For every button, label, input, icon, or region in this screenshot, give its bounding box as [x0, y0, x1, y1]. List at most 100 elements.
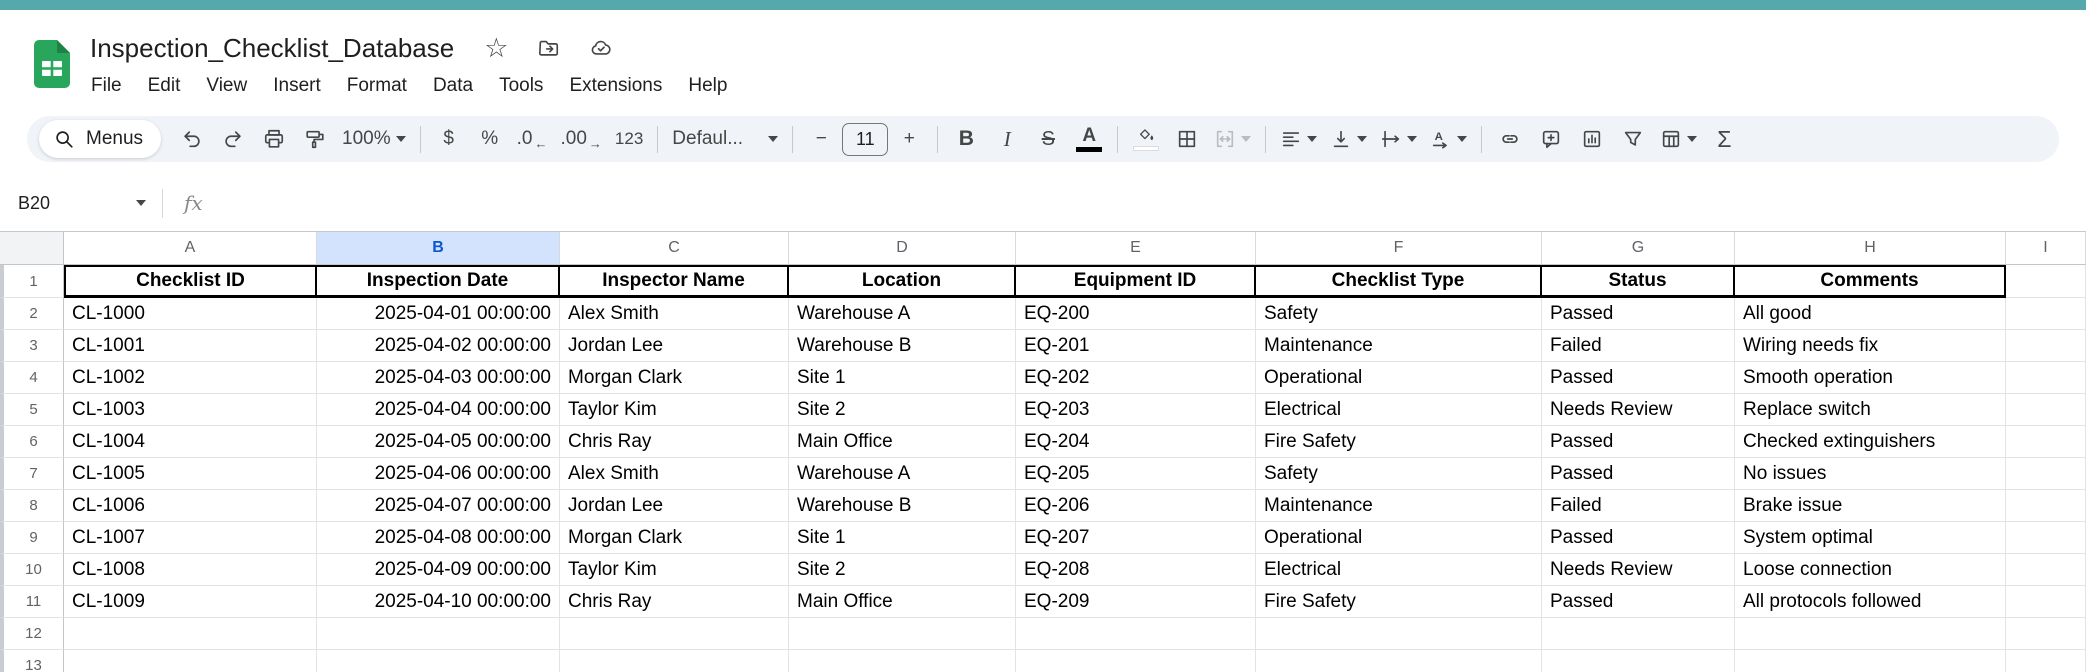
italic-button[interactable]: I — [987, 121, 1027, 157]
decrease-font-size-button[interactable]: − — [801, 121, 841, 157]
row-header-13[interactable]: 13 — [0, 650, 64, 672]
cell-D8[interactable]: Warehouse B — [789, 490, 1016, 522]
column-header-B[interactable]: B — [317, 232, 560, 265]
cell-I7[interactable] — [2006, 458, 2086, 490]
cell-D12[interactable] — [789, 618, 1016, 650]
redo-button[interactable] — [213, 121, 253, 157]
undo-button[interactable] — [172, 121, 212, 157]
cell-H7[interactable]: No issues — [1735, 458, 2006, 490]
cell-D9[interactable]: Site 1 — [789, 522, 1016, 554]
fill-color-button[interactable] — [1126, 121, 1166, 157]
cell-E6[interactable]: EQ-204 — [1016, 426, 1256, 458]
cell-E12[interactable] — [1016, 618, 1256, 650]
formula-input[interactable] — [203, 175, 2086, 231]
column-header-I[interactable]: I — [2006, 232, 2086, 265]
column-header-C[interactable]: C — [560, 232, 789, 265]
cell-B9[interactable]: 2025-04-08 00:00:00 — [317, 522, 560, 554]
text-wrap-button[interactable] — [1374, 121, 1423, 157]
menu-item-file[interactable]: File — [91, 75, 122, 96]
table-views-button[interactable] — [1654, 121, 1703, 157]
cell-E11[interactable]: EQ-209 — [1016, 586, 1256, 618]
cell-E9[interactable]: EQ-207 — [1016, 522, 1256, 554]
cell-A7[interactable]: CL-1005 — [64, 458, 317, 490]
cell-G7[interactable]: Passed — [1542, 458, 1735, 490]
cell-G2[interactable]: Passed — [1542, 298, 1735, 330]
merge-cells-button[interactable] — [1208, 121, 1257, 157]
cell-F7[interactable]: Safety — [1256, 458, 1542, 490]
menu-item-data[interactable]: Data — [432, 75, 474, 96]
move-to-folder-icon[interactable] — [538, 37, 560, 59]
cell-G9[interactable]: Passed — [1542, 522, 1735, 554]
cell-H11[interactable]: All protocols followed — [1735, 586, 2006, 618]
cell-G13[interactable] — [1542, 650, 1735, 672]
row-header-1[interactable]: 1 — [0, 265, 64, 298]
cell-D5[interactable]: Site 2 — [789, 394, 1016, 426]
cell-C5[interactable]: Taylor Kim — [560, 394, 789, 426]
cell-H13[interactable] — [1735, 650, 2006, 672]
cell-B10[interactable]: 2025-04-09 00:00:00 — [317, 554, 560, 586]
cell-D1[interactable]: Location — [789, 265, 1016, 298]
cell-D6[interactable]: Main Office — [789, 426, 1016, 458]
insert-link-button[interactable] — [1490, 121, 1530, 157]
cell-C6[interactable]: Chris Ray — [560, 426, 789, 458]
cell-A10[interactable]: CL-1008 — [64, 554, 317, 586]
cell-C8[interactable]: Jordan Lee — [560, 490, 789, 522]
paint-format-button[interactable] — [295, 121, 335, 157]
bold-button[interactable]: B — [946, 121, 986, 157]
cell-H8[interactable]: Brake issue — [1735, 490, 2006, 522]
more-formats-button[interactable]: 123 — [609, 121, 649, 157]
row-header-11[interactable]: 11 — [0, 586, 64, 618]
menus-search-button[interactable]: Menus — [39, 120, 162, 158]
increase-decimal-button[interactable]: .00 → — [555, 121, 608, 157]
name-box[interactable]: B20 — [0, 193, 158, 214]
cell-B3[interactable]: 2025-04-02 00:00:00 — [317, 330, 560, 362]
cell-B12[interactable] — [317, 618, 560, 650]
cell-H9[interactable]: System optimal — [1735, 522, 2006, 554]
row-header-9[interactable]: 9 — [0, 522, 64, 554]
cell-D3[interactable]: Warehouse B — [789, 330, 1016, 362]
cell-D10[interactable]: Site 2 — [789, 554, 1016, 586]
horizontal-align-button[interactable] — [1274, 121, 1323, 157]
cell-F6[interactable]: Fire Safety — [1256, 426, 1542, 458]
row-header-5[interactable]: 5 — [0, 394, 64, 426]
cell-D11[interactable]: Main Office — [789, 586, 1016, 618]
cell-I9[interactable] — [2006, 522, 2086, 554]
decrease-decimal-button[interactable]: .0 ← — [511, 121, 554, 157]
row-header-6[interactable]: 6 — [0, 426, 64, 458]
cell-A1[interactable]: Checklist ID — [64, 265, 317, 298]
cell-H4[interactable]: Smooth operation — [1735, 362, 2006, 394]
menu-item-edit[interactable]: Edit — [147, 75, 181, 96]
column-header-H[interactable]: H — [1735, 232, 2006, 265]
cell-I3[interactable] — [2006, 330, 2086, 362]
cell-C11[interactable]: Chris Ray — [560, 586, 789, 618]
cell-G6[interactable]: Passed — [1542, 426, 1735, 458]
borders-button[interactable] — [1167, 121, 1207, 157]
grid-corner[interactable] — [0, 232, 64, 265]
cell-A6[interactable]: CL-1004 — [64, 426, 317, 458]
column-header-G[interactable]: G — [1542, 232, 1735, 265]
cell-E4[interactable]: EQ-202 — [1016, 362, 1256, 394]
cell-G3[interactable]: Failed — [1542, 330, 1735, 362]
cell-E2[interactable]: EQ-200 — [1016, 298, 1256, 330]
functions-button[interactable]: Σ — [1704, 121, 1744, 157]
strikethrough-button[interactable]: S — [1028, 121, 1068, 157]
cell-H2[interactable]: All good — [1735, 298, 2006, 330]
cell-H3[interactable]: Wiring needs fix — [1735, 330, 2006, 362]
cell-F11[interactable]: Fire Safety — [1256, 586, 1542, 618]
insert-comment-button[interactable] — [1531, 121, 1571, 157]
cell-C10[interactable]: Taylor Kim — [560, 554, 789, 586]
cell-E5[interactable]: EQ-203 — [1016, 394, 1256, 426]
menu-item-help[interactable]: Help — [688, 75, 728, 96]
cell-E7[interactable]: EQ-205 — [1016, 458, 1256, 490]
menu-item-view[interactable]: View — [206, 75, 248, 96]
cloud-saved-icon[interactable] — [590, 37, 612, 59]
font-family-select[interactable]: Defaul... — [666, 121, 784, 157]
cell-E3[interactable]: EQ-201 — [1016, 330, 1256, 362]
document-title[interactable]: Inspection_Checklist_Database — [90, 32, 455, 63]
cell-B5[interactable]: 2025-04-04 00:00:00 — [317, 394, 560, 426]
vertical-align-button[interactable] — [1324, 121, 1373, 157]
cell-H1[interactable]: Comments — [1735, 265, 2006, 298]
cell-E10[interactable]: EQ-208 — [1016, 554, 1256, 586]
cell-D2[interactable]: Warehouse A — [789, 298, 1016, 330]
cell-G10[interactable]: Needs Review — [1542, 554, 1735, 586]
